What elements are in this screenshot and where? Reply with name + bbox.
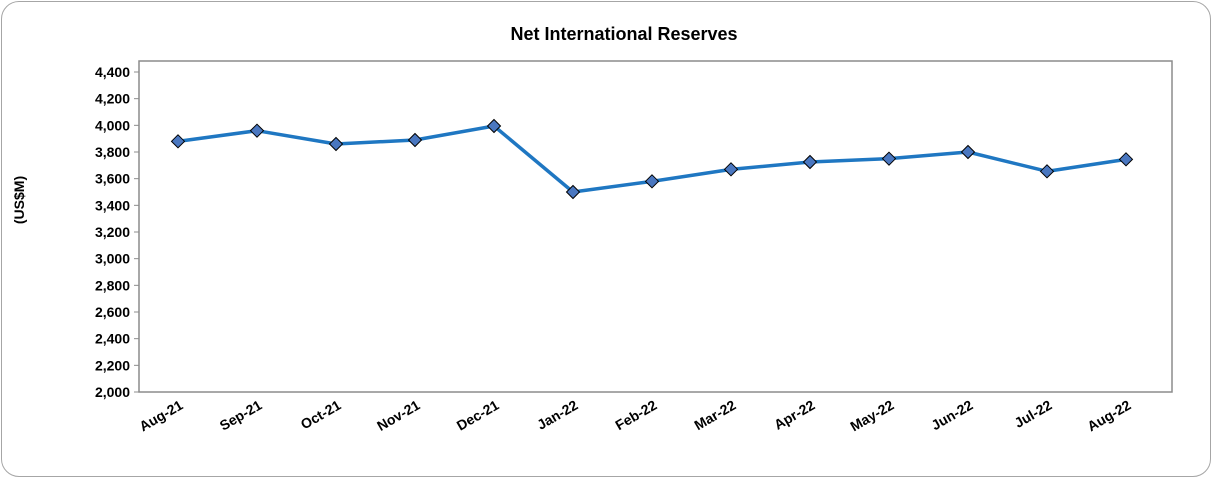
y-tick-label: 3,000 <box>95 251 130 267</box>
x-tick-label: Jan-22 <box>534 397 581 433</box>
data-point <box>1118 152 1134 167</box>
series-group <box>170 118 1134 200</box>
x-tick-label: Apr-22 <box>771 397 818 433</box>
data-point <box>802 154 818 170</box>
data-point <box>960 144 976 160</box>
data-point <box>723 162 739 177</box>
x-tick-label: Nov-21 <box>374 397 423 434</box>
data-point <box>881 151 897 166</box>
data-point <box>249 123 265 138</box>
x-tick-label: Sep-21 <box>217 397 265 434</box>
y-tick-label: 4,400 <box>95 64 130 80</box>
x-tick-label: Jul-22 <box>1011 397 1054 431</box>
y-axis: 2,000 2,200 2,400 2,600 2,800 3,000 3,200 3,400… <box>95 64 139 400</box>
data-point <box>1039 164 1055 179</box>
x-tick-label: Jun-22 <box>928 397 975 434</box>
y-tick-label: 2,200 <box>95 357 130 373</box>
y-tick-label: 3,600 <box>95 171 130 187</box>
x-tick-label: Dec-21 <box>454 397 502 434</box>
y-tick-label: 2,400 <box>95 331 130 347</box>
plot-area <box>138 60 1173 393</box>
x-tick-label: Aug-21 <box>136 397 185 435</box>
x-axis: Aug-21 Sep-21 Oct-21 Nov-21 Dec-21 Jan-22 Feb-… <box>136 397 1133 435</box>
y-tick-label: 3,200 <box>95 224 130 240</box>
y-tick-label: 4,000 <box>95 117 130 133</box>
y-tick-label: 2,600 <box>95 304 130 320</box>
data-point <box>486 118 502 134</box>
y-tick-label: 4,200 <box>95 91 130 107</box>
chart-title: Net International Reserves <box>510 24 737 44</box>
x-tick-label: Oct-21 <box>298 397 344 433</box>
x-tick-label: Aug-22 <box>1084 397 1133 435</box>
data-point <box>644 174 660 189</box>
y-tick-label: 2,000 <box>95 384 130 400</box>
y-tick-label: 3,400 <box>95 197 130 213</box>
x-tick-label: May-22 <box>847 397 896 435</box>
data-point <box>565 184 581 200</box>
y-tick-label: 2,800 <box>95 277 130 293</box>
x-tick-label: Feb-22 <box>612 397 659 434</box>
y-axis-label: (US$M) <box>11 176 27 224</box>
data-point <box>170 134 186 149</box>
x-tick-label: Mar-22 <box>691 397 738 434</box>
y-tick-label: 3,800 <box>95 144 130 160</box>
data-point <box>328 136 344 152</box>
data-point <box>407 132 423 148</box>
